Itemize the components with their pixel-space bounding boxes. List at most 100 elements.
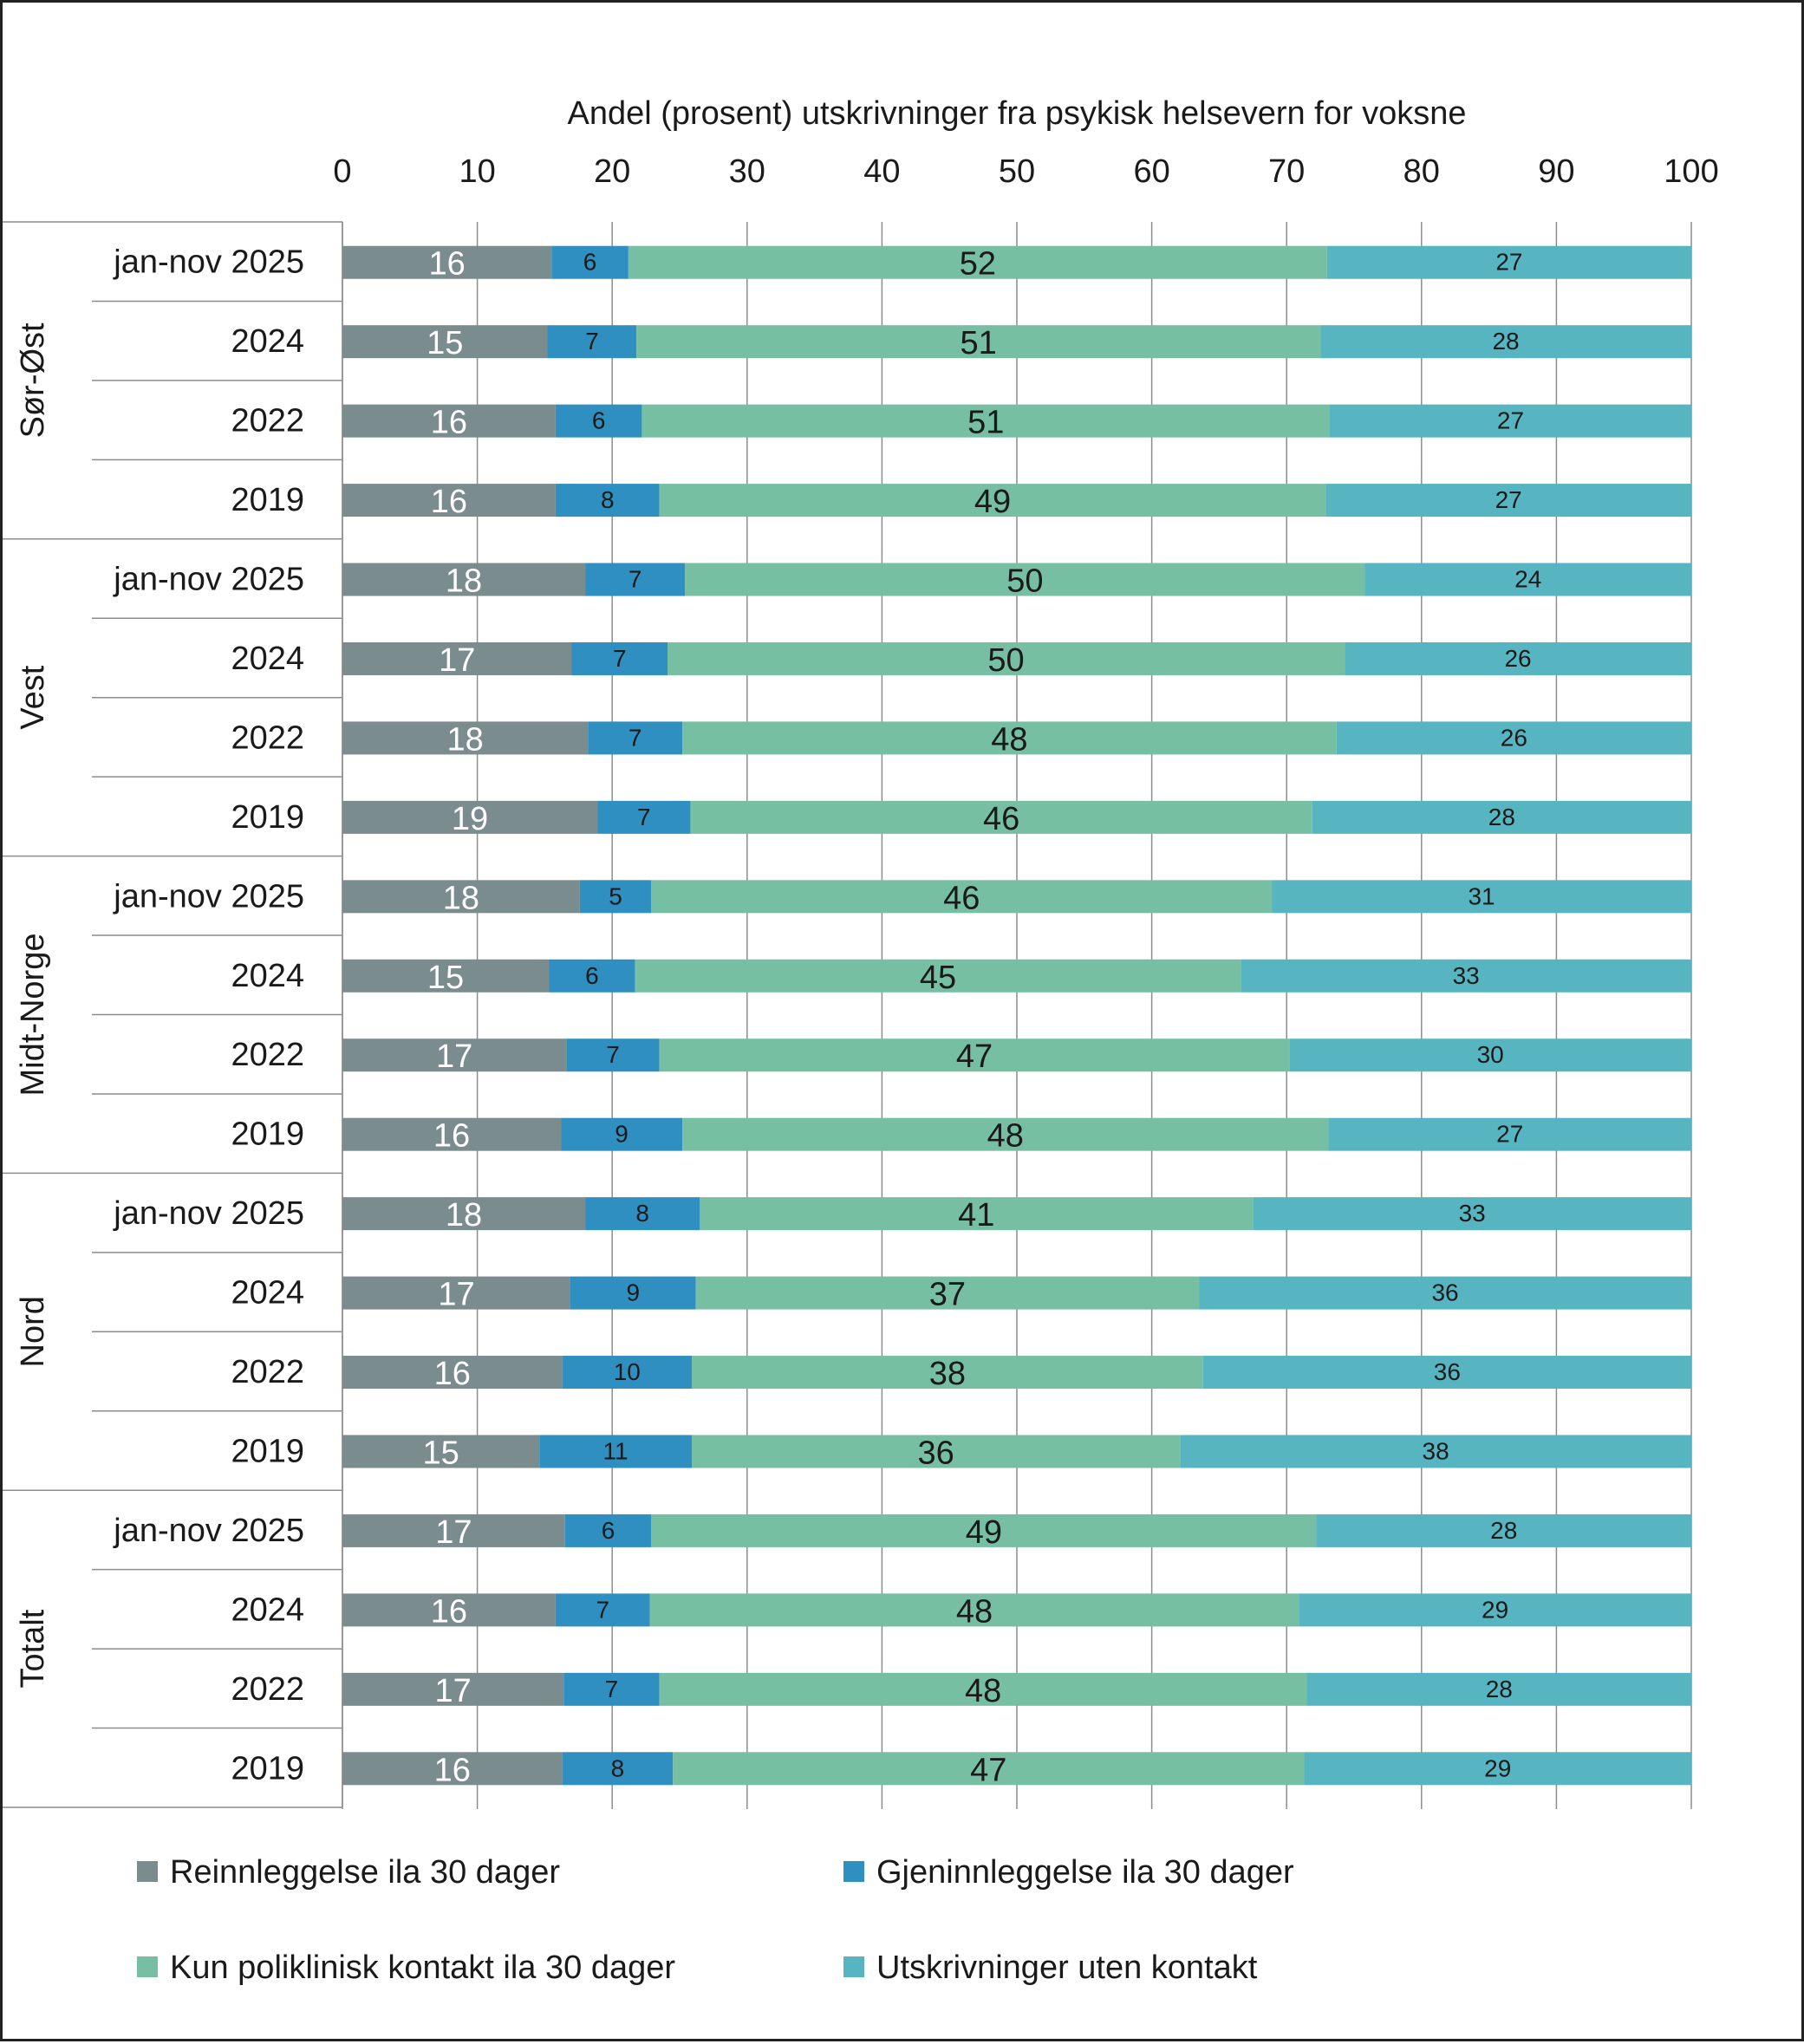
category-label: 2019 bbox=[231, 799, 304, 836]
bar-segment bbox=[342, 404, 556, 438]
data-label: 8 bbox=[611, 1754, 625, 1781]
x-tick-label: 70 bbox=[1268, 153, 1305, 190]
legend-swatch bbox=[843, 1956, 864, 1977]
bar-segment bbox=[561, 1117, 683, 1151]
data-label: 49 bbox=[966, 1514, 1002, 1551]
bar-segment bbox=[1289, 1038, 1691, 1072]
bar-segment bbox=[547, 325, 637, 359]
data-label: 7 bbox=[628, 566, 642, 593]
x-tick-label: 50 bbox=[999, 153, 1035, 190]
bar-segment bbox=[1199, 1276, 1691, 1310]
group-label: Totalt bbox=[15, 1609, 51, 1688]
data-label: 16 bbox=[431, 405, 467, 441]
category-label: 2022 bbox=[231, 403, 304, 439]
bar-segment bbox=[551, 245, 628, 279]
x-tick-label: 80 bbox=[1403, 153, 1440, 190]
bar-segment bbox=[649, 1593, 1299, 1627]
data-label: 9 bbox=[627, 1279, 641, 1306]
category-label: 2022 bbox=[231, 719, 304, 756]
data-label: 18 bbox=[446, 563, 482, 600]
data-label: 45 bbox=[920, 960, 956, 996]
data-label: 27 bbox=[1495, 249, 1522, 276]
bar-segment bbox=[1364, 563, 1691, 596]
data-label: 38 bbox=[929, 1356, 966, 1392]
legend-label: Gjeninnleggelse ila 30 dager bbox=[876, 1854, 1294, 1891]
category-label: jan-nov 2025 bbox=[113, 1195, 304, 1232]
category-label: 2024 bbox=[231, 1592, 304, 1628]
bar-segment bbox=[585, 1197, 700, 1231]
category-label: 2024 bbox=[231, 958, 304, 994]
data-label: 6 bbox=[583, 249, 597, 276]
bar-segment bbox=[659, 1672, 1307, 1706]
bar-segment bbox=[342, 1672, 564, 1706]
data-label: 18 bbox=[446, 721, 483, 758]
bar-segment bbox=[1312, 800, 1691, 834]
bar-segment bbox=[659, 1038, 1290, 1072]
x-tick-label: 90 bbox=[1538, 153, 1574, 190]
bar-segment bbox=[342, 1513, 565, 1547]
data-label: 28 bbox=[1492, 328, 1519, 355]
data-label: 51 bbox=[961, 325, 997, 361]
bar-segment bbox=[685, 563, 1365, 596]
bar-segment bbox=[342, 800, 598, 834]
data-label: 28 bbox=[1486, 1676, 1513, 1702]
data-label: 36 bbox=[1434, 1358, 1461, 1385]
data-label: 7 bbox=[613, 645, 627, 672]
data-label: 33 bbox=[1453, 962, 1480, 989]
bar-segment bbox=[342, 959, 550, 993]
x-tick-label: 60 bbox=[1133, 153, 1169, 190]
data-label: 52 bbox=[960, 246, 996, 283]
category-label: 2024 bbox=[231, 641, 304, 677]
bar-segment bbox=[1328, 1117, 1691, 1151]
bar-segment bbox=[690, 800, 1312, 834]
bar-segment bbox=[1304, 1752, 1691, 1786]
data-label: 36 bbox=[917, 1435, 954, 1471]
bar-segment bbox=[1299, 1593, 1691, 1627]
bar-segment bbox=[692, 1356, 1203, 1390]
bar-segment bbox=[555, 404, 642, 438]
data-label: 11 bbox=[603, 1437, 628, 1464]
data-label: 15 bbox=[427, 960, 464, 996]
data-label: 17 bbox=[436, 1038, 472, 1075]
stacked-bar-chart: Andel (prosent) utskrivninger fra psykis… bbox=[3, 95, 1719, 1986]
data-label: 15 bbox=[422, 1435, 459, 1471]
data-label: 50 bbox=[987, 642, 1024, 679]
bar-segment bbox=[342, 641, 572, 675]
data-label: 6 bbox=[592, 407, 606, 434]
data-label: 16 bbox=[433, 1118, 470, 1155]
bar-segment bbox=[1325, 484, 1691, 518]
bar-segment bbox=[673, 1752, 1305, 1786]
bar-segment bbox=[1202, 1356, 1691, 1390]
group-label: Midt-Norge bbox=[15, 934, 51, 1097]
category-label: 2024 bbox=[231, 1275, 304, 1312]
data-label: 8 bbox=[601, 486, 615, 513]
chart-title: Andel (prosent) utskrivninger fra psykis… bbox=[567, 95, 1466, 132]
bar-segment bbox=[342, 1435, 540, 1468]
data-label: 16 bbox=[428, 246, 465, 283]
category-label: jan-nov 2025 bbox=[113, 244, 304, 281]
data-label: 5 bbox=[609, 882, 622, 909]
bar-segment bbox=[651, 1513, 1317, 1547]
data-label: 7 bbox=[628, 724, 642, 751]
x-tick-label: 10 bbox=[459, 153, 495, 190]
bar-segment bbox=[682, 721, 1337, 755]
bar-segment bbox=[342, 1593, 556, 1627]
data-label: 30 bbox=[1477, 1041, 1504, 1068]
data-label: 7 bbox=[606, 1041, 620, 1068]
bar-segment bbox=[585, 563, 686, 596]
data-label: 26 bbox=[1504, 645, 1531, 672]
bar-segment bbox=[342, 1752, 563, 1786]
bar-segment bbox=[562, 1356, 693, 1390]
data-label: 18 bbox=[443, 880, 479, 916]
data-label: 17 bbox=[439, 642, 475, 679]
bar-segment bbox=[539, 1435, 693, 1468]
bar-segment bbox=[555, 1593, 650, 1627]
data-label: 51 bbox=[967, 405, 1004, 441]
data-label: 7 bbox=[605, 1676, 619, 1702]
bar-segment bbox=[342, 1197, 586, 1231]
legend-swatch bbox=[843, 1861, 864, 1882]
bar-segment bbox=[1316, 1513, 1691, 1547]
data-label: 16 bbox=[431, 1593, 467, 1630]
bar-segment bbox=[651, 880, 1273, 914]
